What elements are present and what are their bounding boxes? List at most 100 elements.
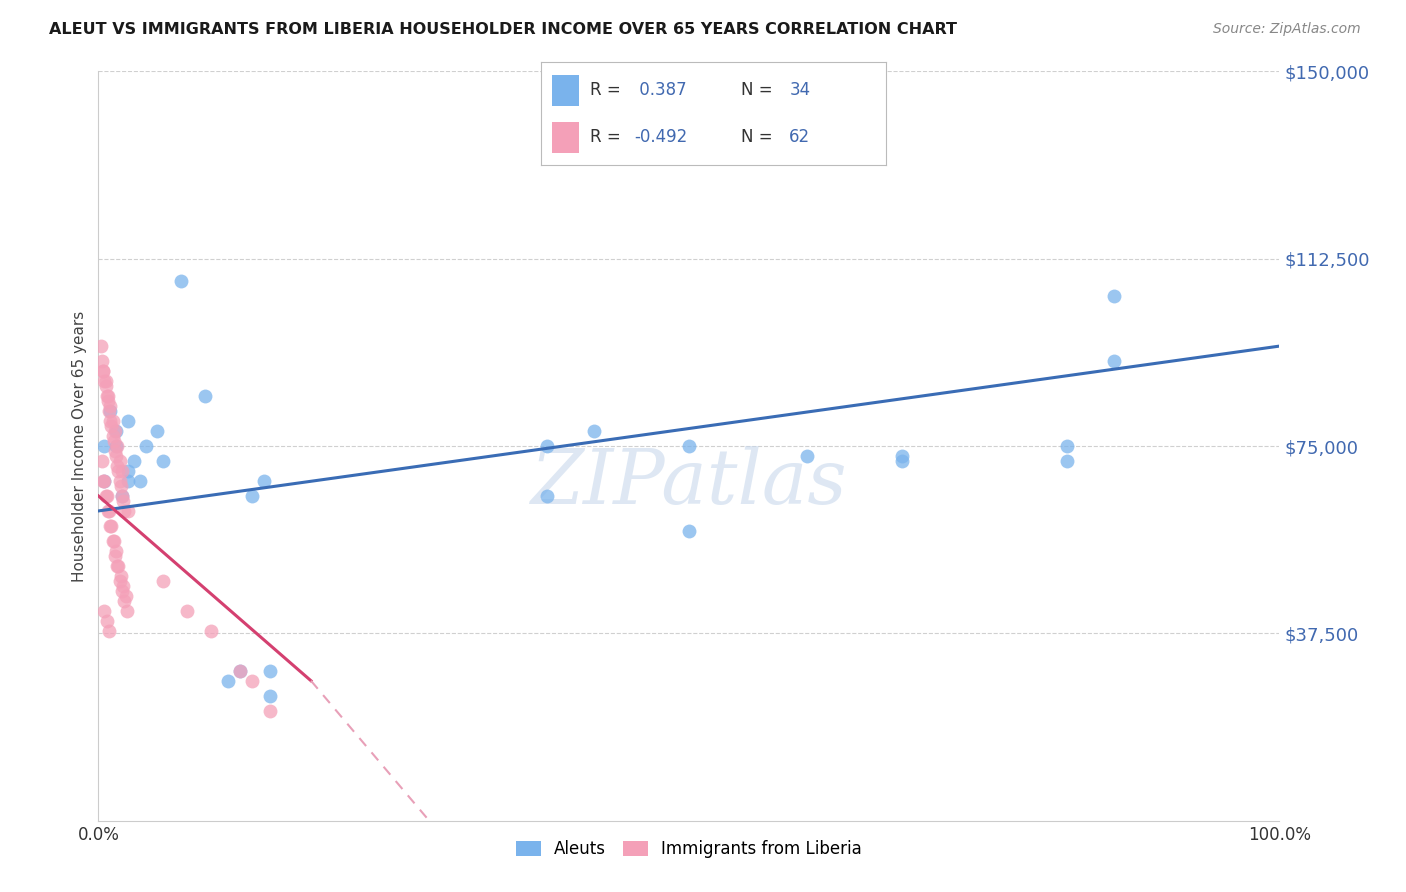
Point <box>91 474 114 488</box>
Point <box>112 504 135 518</box>
Point <box>112 494 135 508</box>
Point <box>117 474 139 488</box>
Point <box>101 414 124 428</box>
Point <box>217 673 239 688</box>
Point <box>1056 454 1078 468</box>
Text: N =: N = <box>741 128 778 146</box>
Point <box>111 489 134 503</box>
Point <box>128 474 150 488</box>
Point <box>107 464 129 478</box>
Point <box>97 389 120 403</box>
Point <box>259 664 281 678</box>
Point <box>105 439 128 453</box>
Point <box>536 489 558 503</box>
Point <box>112 579 135 593</box>
Point <box>1056 439 1078 453</box>
Point <box>98 404 121 418</box>
Point <box>96 489 118 503</box>
Point <box>796 449 818 463</box>
Point <box>97 394 120 409</box>
Point <box>194 389 217 403</box>
Point <box>678 524 700 538</box>
Point <box>91 454 114 468</box>
Point <box>112 594 135 608</box>
Text: R =: R = <box>589 81 626 99</box>
Point <box>107 558 129 573</box>
Point <box>111 489 134 503</box>
Point <box>94 374 117 388</box>
Point <box>111 464 134 478</box>
Point <box>98 519 121 533</box>
Point <box>117 464 139 478</box>
Point <box>98 504 121 518</box>
Point <box>93 439 115 453</box>
Point <box>146 424 169 438</box>
Point <box>104 549 127 563</box>
Text: 62: 62 <box>789 128 810 146</box>
Point <box>101 429 124 443</box>
Point <box>110 569 132 583</box>
Text: ZIPatlas: ZIPatlas <box>530 447 848 520</box>
Point <box>93 374 115 388</box>
Point <box>108 454 131 468</box>
Point <box>890 454 912 468</box>
Point <box>93 604 115 618</box>
Point <box>104 444 127 458</box>
Point <box>101 533 124 548</box>
Point <box>122 454 145 468</box>
Point <box>253 474 276 488</box>
Point <box>259 704 281 718</box>
Text: -0.492: -0.492 <box>634 128 688 146</box>
Point <box>200 624 222 638</box>
Point <box>98 404 121 418</box>
Point <box>152 454 174 468</box>
Point <box>111 583 134 598</box>
Point <box>229 664 252 678</box>
Point <box>94 489 117 503</box>
Point <box>105 439 128 453</box>
Point <box>108 474 131 488</box>
Point <box>229 664 252 678</box>
Y-axis label: Householder Income Over 65 years: Householder Income Over 65 years <box>72 310 87 582</box>
Legend: Aleuts, Immigrants from Liberia: Aleuts, Immigrants from Liberia <box>509 833 869 864</box>
Point <box>91 364 114 378</box>
Point <box>96 389 118 403</box>
Point <box>93 474 115 488</box>
Bar <box>551 122 579 153</box>
Point <box>103 533 125 548</box>
Point <box>890 449 912 463</box>
Point <box>536 439 558 453</box>
Text: ALEUT VS IMMIGRANTS FROM LIBERIA HOUSEHOLDER INCOME OVER 65 YEARS CORRELATION CH: ALEUT VS IMMIGRANTS FROM LIBERIA HOUSEHO… <box>49 22 957 37</box>
Point <box>98 414 121 428</box>
Point <box>105 449 128 463</box>
Point <box>240 489 263 503</box>
Point <box>103 434 125 448</box>
Point <box>100 519 122 533</box>
Point <box>91 354 114 368</box>
Text: R =: R = <box>589 128 626 146</box>
Point <box>240 673 263 688</box>
Point <box>1102 354 1125 368</box>
Point <box>117 414 139 428</box>
Point <box>98 624 121 638</box>
Point <box>170 274 193 288</box>
Point <box>114 589 136 603</box>
Text: 34: 34 <box>789 81 810 99</box>
Point <box>115 604 138 618</box>
Point <box>90 339 112 353</box>
Point <box>108 574 131 588</box>
Text: Source: ZipAtlas.com: Source: ZipAtlas.com <box>1213 22 1361 37</box>
Point <box>583 424 606 438</box>
Point <box>110 479 132 493</box>
Point <box>105 424 128 438</box>
Point <box>104 424 127 438</box>
Point <box>135 439 157 453</box>
Point <box>117 504 139 518</box>
Point <box>1102 289 1125 303</box>
Point <box>100 419 122 434</box>
Point <box>678 439 700 453</box>
Point <box>152 574 174 588</box>
Point <box>98 399 121 413</box>
Point <box>176 604 198 618</box>
Point <box>105 544 128 558</box>
